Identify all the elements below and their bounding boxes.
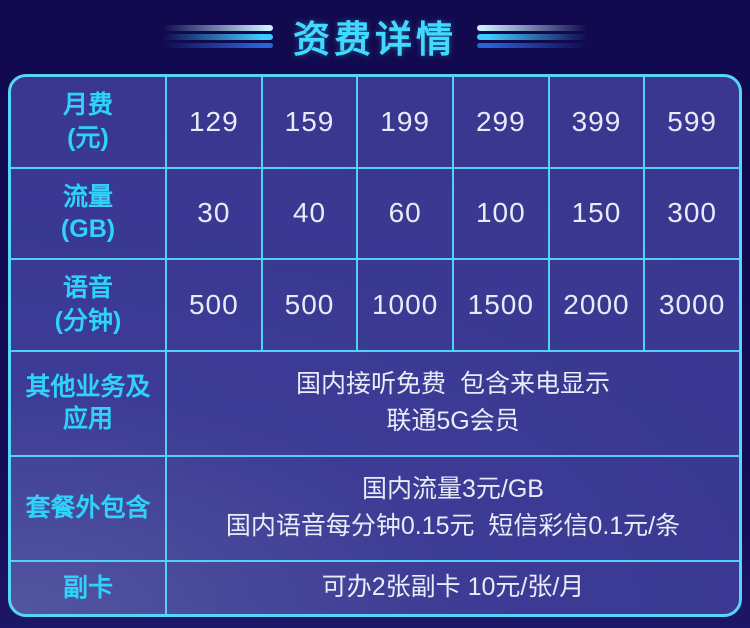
- row-header-out-of-plan: 套餐外包含: [11, 454, 167, 563]
- cell-other-services: 国内接听免费 包含来电显示 联通5G会员: [165, 349, 739, 457]
- page-title: 资费详情: [293, 19, 457, 60]
- decoration-bar: [477, 24, 587, 31]
- decoration-bar: [163, 33, 273, 40]
- row-header-other-services: 其他业务及 应用: [11, 349, 167, 457]
- decoration-bar: [163, 42, 273, 48]
- table-row-other-services: 其他业务及 应用 国内接听免费 包含来电显示 联通5G会员: [11, 349, 739, 457]
- table-row-data-allowance: 流量 (GB) 30 40 60 100 150 300: [11, 166, 739, 261]
- cell-secondary-card: 可办2张副卡 10元/张/月: [165, 560, 739, 614]
- tariff-table: 月费 (元) 129 159 199 299 399 599 流量 (GB) 3…: [11, 77, 739, 614]
- cell-data-allowance: 30: [165, 166, 263, 261]
- title-bar: 资费详情: [0, 0, 750, 72]
- cell-voice-minutes: 500: [165, 258, 263, 352]
- cell-data-allowance: 60: [356, 166, 454, 261]
- cell-monthly-fee: 399: [547, 77, 646, 169]
- cell-monthly-fee: 159: [260, 77, 359, 169]
- pricing-table: 月费 (元) 129 159 199 299 399 599 流量 (GB) 3…: [8, 74, 742, 617]
- table-row-monthly-fee: 月费 (元) 129 159 199 299 399 599: [11, 77, 739, 169]
- row-header-secondary-card: 副卡: [11, 560, 167, 614]
- cell-voice-minutes: 1000: [356, 258, 454, 352]
- table-row-out-of-plan: 套餐外包含 国内流量3元/GB 国内语音每分钟0.15元 短信彩信0.1元/条: [11, 454, 739, 563]
- cell-data-allowance: 100: [451, 166, 550, 261]
- cell-data-allowance: 150: [547, 166, 646, 261]
- cell-data-allowance: 40: [260, 166, 359, 261]
- cell-monthly-fee: 199: [356, 77, 454, 169]
- title-decoration-right-lines: [477, 24, 587, 48]
- row-header-voice-minutes: 语音 (分钟): [11, 258, 167, 352]
- decoration-bar: [477, 33, 587, 40]
- decoration-bar: [477, 42, 587, 48]
- cell-voice-minutes: 500: [260, 258, 359, 352]
- cell-voice-minutes: 3000: [643, 258, 739, 352]
- row-header-monthly-fee: 月费 (元): [11, 77, 167, 169]
- cell-out-of-plan: 国内流量3元/GB 国内语音每分钟0.15元 短信彩信0.1元/条: [165, 454, 739, 563]
- cell-voice-minutes: 1500: [451, 258, 550, 352]
- cell-monthly-fee: 299: [451, 77, 550, 169]
- row-header-data-allowance: 流量 (GB): [11, 166, 167, 261]
- cell-voice-minutes: 2000: [547, 258, 646, 352]
- table-row-secondary-card: 副卡 可办2张副卡 10元/张/月: [11, 560, 739, 614]
- cell-data-allowance: 300: [643, 166, 739, 261]
- table-row-voice-minutes: 语音 (分钟) 500 500 1000 1500 2000 3000: [11, 258, 739, 352]
- cell-monthly-fee: 129: [165, 77, 263, 169]
- decoration-bar: [163, 24, 273, 31]
- cell-monthly-fee: 599: [643, 77, 739, 169]
- title-decoration-left-lines: [163, 24, 273, 48]
